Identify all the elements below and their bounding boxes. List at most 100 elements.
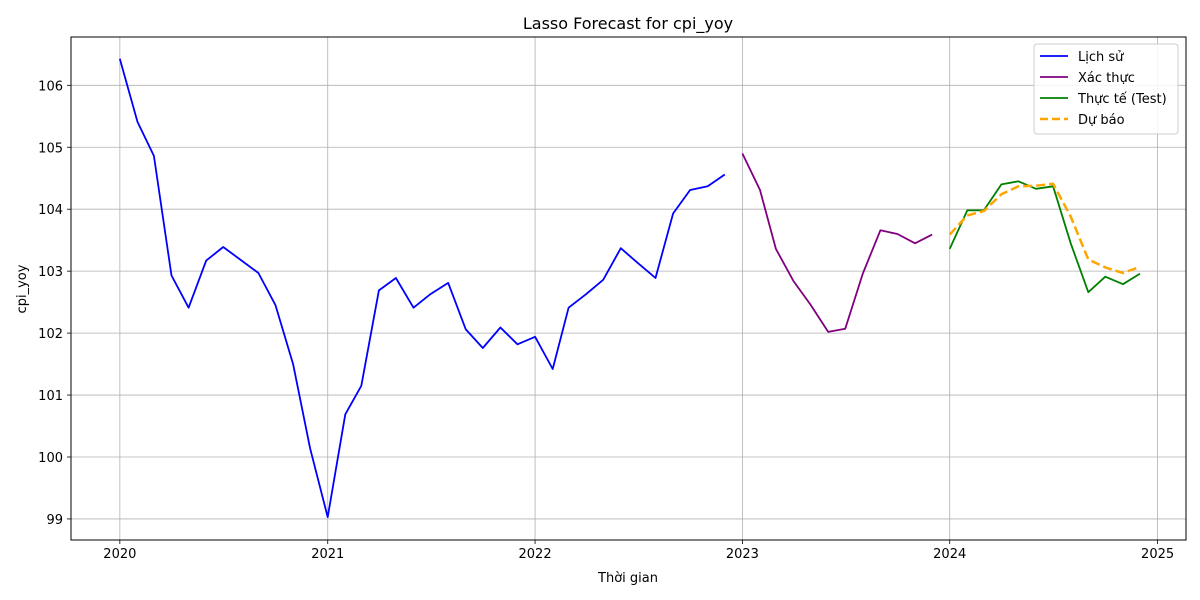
data-point-0-26 [566, 305, 571, 310]
x-tick-label: 2022 [519, 547, 552, 562]
series-line-0 [118, 58, 726, 518]
data-point-3-11 [1138, 264, 1143, 269]
data-point-3-8 [1086, 257, 1091, 262]
data-point-2-7 [1068, 241, 1073, 246]
data-point-0-0 [117, 56, 122, 61]
data-point-1-7 [860, 271, 865, 276]
data-point-0-23 [515, 342, 520, 347]
x-tick-label: 2020 [103, 547, 136, 562]
data-point-3-9 [1103, 265, 1108, 270]
plot-area [71, 37, 1186, 540]
x-axis-label: Thời gian [597, 571, 658, 586]
data-point-2-0 [947, 246, 952, 251]
legend-label-0: Lịch sử [1078, 50, 1124, 65]
legend: Lịch sử Xác thực Thực tế (Test) Dự báo [1033, 43, 1179, 135]
data-point-3-4 [1016, 184, 1021, 189]
data-point-0-25 [550, 367, 555, 372]
data-point-3-1 [965, 213, 970, 218]
data-point-1-1 [758, 188, 763, 193]
data-point-0-16 [393, 276, 398, 281]
data-point-0-20 [463, 327, 468, 332]
data-point-1-0 [740, 151, 745, 156]
y-tick-label: 106 [38, 79, 63, 94]
data-point-2-8 [1086, 290, 1091, 295]
data-point-0-34 [705, 184, 710, 189]
data-point-0-14 [359, 383, 364, 388]
y-tick-label: 104 [38, 203, 63, 218]
data-point-0-9 [273, 303, 278, 308]
data-point-0-4 [186, 305, 191, 310]
plot-frame [70, 36, 1187, 541]
data-point-2-11 [1138, 271, 1143, 276]
data-point-0-11 [308, 446, 313, 451]
series-line-3 [948, 182, 1141, 275]
y-tick-label: 105 [38, 141, 63, 156]
data-point-0-7 [238, 258, 243, 263]
data-point-0-31 [653, 276, 658, 281]
x-axis: 2020 2021 2022 2023 2024 2025 [103, 540, 1174, 562]
series-line-2 [948, 180, 1141, 294]
data-point-0-30 [635, 261, 640, 266]
data-point-0-15 [376, 288, 381, 293]
data-point-1-5 [826, 329, 831, 334]
data-point-0-21 [480, 346, 485, 351]
data-point-0-10 [291, 362, 296, 367]
data-point-1-8 [878, 228, 883, 233]
data-point-0-18 [428, 292, 433, 297]
y-axis-label: cpi_yoy [15, 264, 30, 313]
data-point-0-35 [722, 172, 727, 177]
y-tick-label: 103 [38, 265, 63, 280]
data-point-0-24 [533, 334, 538, 339]
legend-label-3: Dự báo [1078, 113, 1125, 128]
data-point-1-3 [791, 279, 796, 284]
y-axis: 99 100 101 102 103 104 105 106 [38, 79, 71, 528]
legend-box [1033, 43, 1179, 135]
series-layer [117, 56, 1143, 520]
data-point-0-19 [446, 280, 451, 285]
data-point-0-28 [601, 277, 606, 282]
data-point-3-0 [947, 232, 952, 237]
data-point-1-11 [930, 232, 935, 237]
data-point-2-3 [999, 182, 1004, 187]
data-point-0-12 [325, 515, 330, 520]
data-point-1-10 [913, 241, 918, 246]
data-point-0-8 [256, 271, 261, 276]
data-point-3-3 [999, 192, 1004, 197]
data-point-3-2 [981, 209, 986, 214]
x-tick-label: 2023 [726, 547, 759, 562]
data-point-3-7 [1068, 214, 1073, 219]
data-point-2-10 [1121, 282, 1126, 287]
grid [71, 37, 1186, 540]
data-point-0-27 [584, 292, 589, 297]
data-point-1-9 [895, 232, 900, 237]
y-tick-label: 99 [46, 513, 63, 528]
data-point-0-33 [688, 188, 693, 193]
y-tick-label: 100 [38, 451, 63, 466]
x-tick-label: 2025 [1141, 547, 1174, 562]
x-tick-label: 2021 [311, 547, 344, 562]
data-point-3-5 [1034, 183, 1039, 188]
data-point-2-4 [1016, 179, 1021, 184]
data-point-2-9 [1103, 274, 1108, 279]
data-point-0-32 [671, 211, 676, 216]
y-tick-label: 102 [38, 327, 63, 342]
data-point-1-2 [773, 246, 778, 251]
data-point-3-6 [1051, 181, 1056, 186]
data-point-0-17 [411, 305, 416, 310]
data-point-0-29 [618, 246, 623, 251]
data-point-0-6 [221, 245, 226, 250]
data-point-0-22 [498, 325, 503, 330]
data-point-3-10 [1121, 271, 1126, 276]
series-line-1 [741, 153, 933, 333]
x-tick-label: 2024 [933, 547, 966, 562]
data-point-2-1 [965, 208, 970, 213]
data-point-0-13 [343, 412, 348, 417]
chart-title: Lasso Forecast for cpi_yoy [523, 14, 733, 34]
data-point-0-1 [135, 119, 140, 124]
y-tick-label: 101 [38, 389, 63, 404]
data-point-1-4 [808, 302, 813, 307]
legend-label-2: Thực tế (Test) [1077, 92, 1167, 107]
legend-label-1: Xác thực [1078, 71, 1135, 86]
data-point-0-2 [151, 153, 156, 158]
